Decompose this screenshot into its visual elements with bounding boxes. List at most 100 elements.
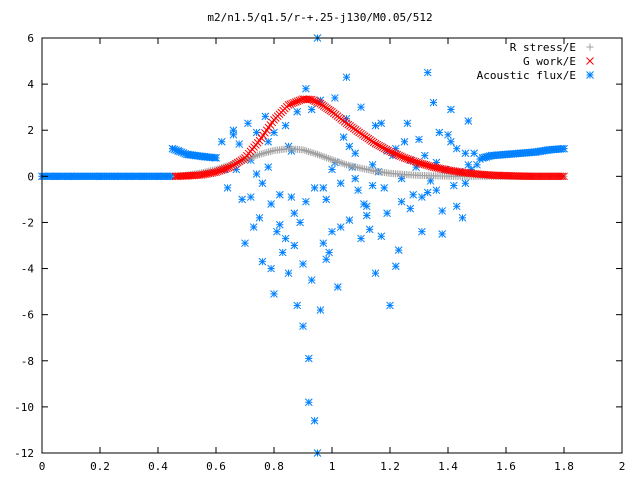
acoustic-flux-point — [304, 398, 313, 407]
r-stress-point — [299, 146, 307, 154]
r-stress-point — [330, 156, 338, 164]
r-stress-point — [333, 158, 341, 166]
acoustic-flux-point — [461, 179, 470, 188]
r-stress-point — [245, 154, 253, 162]
acoustic-flux-point — [345, 216, 354, 224]
g-work-point — [545, 172, 554, 181]
acoustic-flux-point — [278, 248, 287, 257]
acoustic-flux-point — [452, 202, 461, 211]
acoustic-flux-point — [252, 128, 261, 137]
acoustic-flux-point — [246, 193, 255, 201]
acoustic-flux-point — [238, 195, 246, 204]
legend-marker-r-stress — [586, 43, 594, 51]
acoustic-flux-point — [438, 207, 447, 215]
acoustic-flux-point — [409, 190, 418, 199]
y-tick-label: 6 — [27, 32, 34, 45]
acoustic-flux-point — [435, 128, 444, 137]
r-stress-point — [304, 148, 312, 156]
x-tick-label: 0.4 — [148, 460, 168, 473]
g-work-point — [542, 172, 550, 181]
legend-label-r-stress: R stress/E — [510, 41, 576, 54]
g-work-point — [531, 172, 539, 181]
acoustic-flux-point — [386, 301, 394, 310]
y-tick-label: -2 — [21, 216, 34, 229]
r-stress-point — [323, 154, 331, 162]
acoustic-flux-point — [400, 137, 409, 146]
acoustic-flux-point — [447, 105, 455, 114]
g-work-point — [371, 139, 380, 148]
r-stress-point — [324, 154, 332, 162]
g-work-point — [375, 141, 383, 150]
acoustic-flux-point — [284, 269, 293, 278]
legend-marker-symbol — [586, 71, 594, 79]
g-work-point — [532, 172, 541, 181]
acoustic-flux-point — [325, 248, 333, 257]
acoustic-flux-point — [406, 204, 415, 213]
acoustic-flux-point — [464, 160, 473, 169]
acoustic-flux-point — [464, 117, 473, 125]
g-work-point — [556, 172, 565, 181]
acoustic-flux-point — [342, 73, 351, 82]
x-tick-label: 1 — [329, 460, 336, 473]
acoustic-flux-point — [383, 209, 391, 218]
acoustic-flux-point — [223, 184, 232, 192]
g-work-point — [534, 172, 543, 181]
acoustic-flux-point — [139, 172, 148, 181]
acoustic-flux-point — [270, 290, 278, 298]
acoustic-flux-point — [307, 105, 316, 114]
acoustic-flux-point — [281, 121, 290, 130]
g-work-point — [558, 172, 567, 181]
acoustic-flux-point — [362, 202, 371, 211]
legend-label-g-work: G work/E — [523, 55, 576, 68]
acoustic-flux-point — [229, 130, 238, 139]
acoustic-flux-point — [183, 150, 191, 159]
y-tick-label: -8 — [21, 355, 34, 368]
g-work-point — [384, 146, 393, 155]
acoustic-flux-point — [357, 234, 365, 243]
acoustic-flux-point — [191, 151, 200, 160]
acoustic-flux-point — [293, 107, 302, 116]
acoustic-flux-point — [357, 103, 365, 112]
g-work-point — [536, 172, 545, 181]
r-stress-point — [310, 149, 318, 157]
acoustic-flux-point — [299, 322, 307, 331]
y-tick-label: -6 — [21, 309, 34, 322]
r-stress-point — [308, 149, 316, 157]
acoustic-flux-point — [52, 172, 61, 181]
acoustic-flux-point — [287, 193, 296, 201]
acoustic-flux-point — [371, 269, 380, 278]
r-stress-point — [337, 159, 345, 167]
acoustic-flux-point — [267, 264, 275, 273]
y-tick-label: -4 — [21, 263, 35, 276]
acoustic-flux-point — [310, 184, 319, 192]
acoustic-flux-point — [96, 172, 104, 181]
legend-marker-g-work — [586, 57, 594, 65]
acoustic-flux-point — [420, 151, 429, 160]
acoustic-flux-point — [470, 149, 478, 158]
r-stress-point — [332, 157, 340, 165]
x-tick-label: 0.6 — [206, 460, 226, 473]
r-stress-point — [326, 155, 334, 163]
acoustic-flux-point — [290, 209, 299, 218]
g-work-point — [380, 144, 389, 153]
acoustic-flux-point — [249, 223, 258, 231]
acoustic-flux-point — [444, 130, 452, 139]
acoustic-flux-point — [351, 149, 360, 158]
acoustic-flux-point — [449, 181, 458, 190]
acoustic-flux-point — [264, 163, 273, 171]
acoustic-flux-point — [267, 200, 275, 208]
acoustic-flux-point — [365, 225, 374, 234]
acoustic-flux-point — [235, 140, 244, 148]
g-work-point — [543, 172, 552, 181]
acoustic-flux-point — [423, 68, 432, 77]
r-stress-point — [328, 156, 336, 164]
acoustic-flux-point — [333, 283, 342, 291]
y-tick-label: 0 — [27, 170, 34, 183]
acoustic-flux-point — [241, 239, 249, 248]
acoustic-flux-point — [438, 230, 447, 238]
g-work-point — [378, 143, 387, 152]
legend: R stress/E G work/E Acoustic flux/E — [477, 41, 594, 82]
r-stress-point — [252, 152, 260, 160]
acoustic-flux-point — [351, 174, 360, 183]
